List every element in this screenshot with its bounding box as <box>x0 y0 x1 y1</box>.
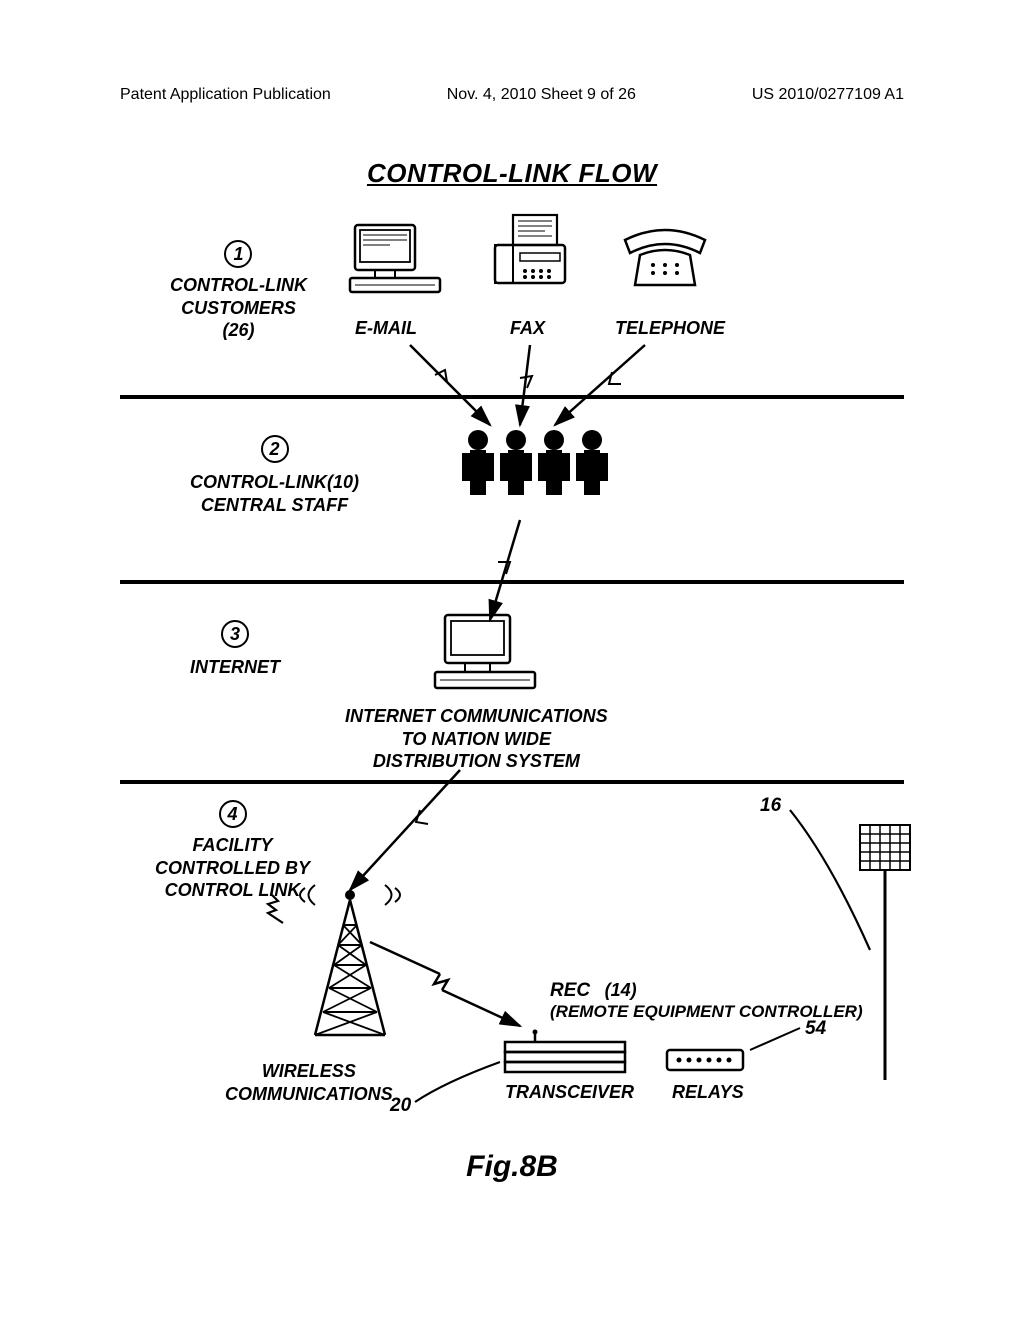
stage-3-block: 3 INTERNET <box>190 620 280 679</box>
transceiver-icon <box>500 1030 630 1080</box>
staff-icon <box>460 428 610 518</box>
rec-num: (14) <box>605 980 637 1000</box>
figure-caption: Fig.8B <box>466 1150 558 1184</box>
rec-label: REC <box>550 980 590 1001</box>
rec-block: REC (14) (REMOTE EQUIPMENT CONTROLLER) <box>550 980 863 1022</box>
header-middle: Nov. 4, 2010 Sheet 9 of 26 <box>447 86 636 104</box>
stage-2-num: 2 <box>261 435 289 463</box>
stage-3-num: 3 <box>221 620 249 648</box>
patent-header: Patent Application Publication Nov. 4, 2… <box>0 86 1024 104</box>
stage-4-num: 4 <box>219 800 247 828</box>
stage-2-label: CONTROL-LINK(10) CENTRAL STAFF <box>190 471 359 516</box>
relays-icon <box>665 1048 745 1074</box>
stage-2-block: 2 CONTROL-LINK(10) CENTRAL STAFF <box>190 435 359 516</box>
relays-label: RELAYS <box>672 1082 744 1103</box>
flow-diagram: 1 CONTROL-LINK CUSTOMERS (26) E-MAIL FAX… <box>120 200 904 1150</box>
divider-1 <box>120 395 904 399</box>
ref-16: 16 <box>760 795 781 817</box>
internet-pc-icon <box>430 610 540 705</box>
transceiver-label: TRANSCEIVER <box>505 1082 634 1103</box>
stage-4-label: FACILITY CONTROLLED BY CONTROL LINK <box>155 834 310 902</box>
stage-4-block: 4 FACILITY CONTROLLED BY CONTROL LINK <box>155 800 310 902</box>
floodlight-icon <box>840 825 910 1085</box>
tower-icon <box>290 880 410 1060</box>
stage-3-label: INTERNET <box>190 656 280 679</box>
wireless-label: WIRELESS COMMUNICATIONS <box>225 1060 393 1105</box>
diagram-title: CONTROL-LINK FLOW <box>367 158 657 189</box>
ref-20: 20 <box>390 1095 411 1117</box>
divider-2 <box>120 580 904 584</box>
ref-54: 54 <box>805 1018 826 1040</box>
internet-comm-label: INTERNET COMMUNICATIONS TO NATION WIDE D… <box>345 705 608 773</box>
header-left: Patent Application Publication <box>120 86 331 104</box>
header-right: US 2010/0277109 A1 <box>752 86 904 104</box>
divider-3 <box>120 780 904 784</box>
